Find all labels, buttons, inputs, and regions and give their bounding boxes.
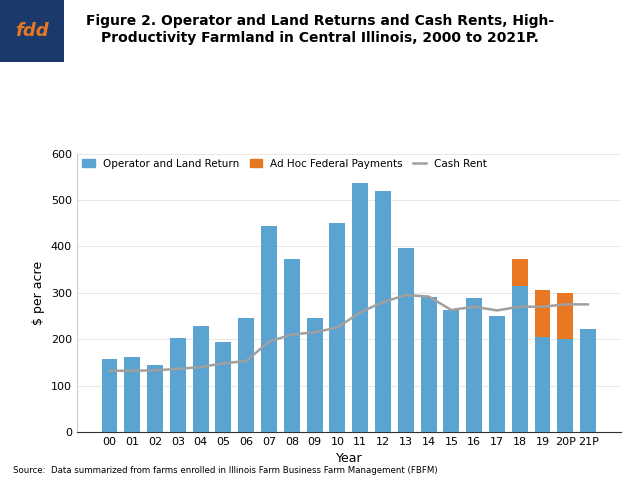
Bar [444, 310, 460, 432]
Bar [193, 326, 209, 432]
Bar [261, 226, 277, 432]
Bar [512, 286, 528, 432]
Bar [124, 357, 140, 432]
Bar [102, 359, 118, 432]
Bar [557, 293, 573, 339]
Text: Figure 2. Operator and Land Returns and Cash Rents, High-
Productivity Farmland : Figure 2. Operator and Land Returns and … [86, 14, 554, 45]
Bar [375, 191, 391, 432]
Bar [534, 337, 550, 432]
Bar [557, 339, 573, 432]
Y-axis label: $ per acre: $ per acre [32, 261, 45, 325]
Bar [420, 297, 436, 432]
Bar [170, 338, 186, 432]
Bar [466, 298, 482, 432]
Text: Source:  Data summarized from farms enrolled in Illinois Farm Business Farm Mana: Source: Data summarized from farms enrol… [13, 466, 437, 475]
Bar [580, 329, 596, 432]
X-axis label: Year: Year [335, 453, 362, 466]
Bar [284, 259, 300, 432]
Bar [352, 183, 368, 432]
Text: fdd: fdd [15, 22, 49, 40]
Legend: Operator and Land Return, Ad Hoc Federal Payments, Cash Rent: Operator and Land Return, Ad Hoc Federal… [82, 159, 487, 169]
Bar [330, 223, 346, 432]
Bar [534, 290, 550, 337]
Bar [307, 318, 323, 432]
Bar [398, 248, 413, 432]
Bar [238, 318, 254, 432]
Bar [489, 316, 505, 432]
Bar [512, 259, 528, 286]
Bar [147, 365, 163, 432]
Bar [216, 342, 232, 432]
